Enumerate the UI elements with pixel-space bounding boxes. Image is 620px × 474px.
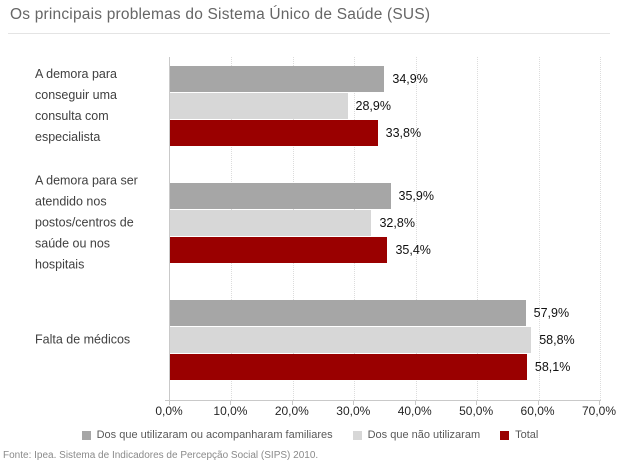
bar-group: 34,9% 28,9% 33,8% [170,66,600,146]
legend-swatch-icon [352,430,362,440]
bar-row: 32,8% [170,210,600,236]
category-axis: A demora para conseguir uma consulta com… [0,57,169,400]
x-tick-label: 40,0% [397,404,432,418]
x-tick-mark [291,400,293,405]
bar [170,210,372,236]
gridline [538,57,540,400]
x-tick-mark [476,400,478,405]
legend-swatch-icon [500,430,510,440]
gridline [600,57,601,400]
bar-row: 58,8% [170,327,600,353]
gridline [415,57,417,400]
x-tick-label: 0,0% [155,404,183,418]
bar-value-label: 28,9% [355,99,391,113]
legend-item: Dos que não utilizaram [352,429,481,441]
bar [170,183,391,209]
category-label: Falta de médicos [35,332,131,347]
bar-value-label: 58,1% [534,360,571,374]
x-axis-labels: 0,0% 10,0% 20,0% 30,0% 40,0% 50,0% 60,0% 70,0% [155,404,616,420]
x-tick-mark [230,400,232,405]
bar-value-label: 35,9% [398,189,434,203]
legend-item: Total [500,429,538,441]
x-tick-label: 10,0% [213,404,248,418]
bar-row: 35,4% [170,237,600,263]
category-label: A demora para conseguir uma consulta com… [35,67,117,144]
legend-label: Dos que não utilizaram [367,429,481,441]
bar-value-label: 32,8% [379,216,415,230]
bar [170,327,532,353]
bar-row: 28,9% [170,93,600,119]
x-tick-label: 50,0% [459,404,494,418]
bar [170,93,348,119]
bar [170,237,388,263]
x-tick-mark [169,400,170,405]
x-tick-mark [353,400,355,405]
legend-label: Dos que utilizaram ou acompanharam famil… [96,429,333,441]
bar-row: 58,1% [170,354,600,380]
bar-value-label: 57,9% [533,306,570,320]
bar-row: 33,8% [170,120,600,146]
x-tick-label: 30,0% [336,404,371,418]
x-tick-mark [414,400,416,405]
bar-value-label: 58,8% [539,333,575,347]
x-tick-label: 60,0% [520,404,555,418]
bar-value-label: 33,8% [385,126,422,140]
plot-area: 34,9% 28,9% 33,8% 35,9% 32,8% 35,4% 57,9% 58,8%… [169,57,601,400]
gridline [477,57,479,400]
bar [170,300,526,326]
legend-swatch-icon [81,430,91,440]
x-axis-line [165,400,601,401]
x-tick-mark [537,400,539,405]
bar-group: 35,9% 32,8% 35,4% [170,183,600,263]
bar-group: 57,9% 58,8% 58,1% [170,300,600,380]
x-tick-mark [599,400,600,405]
source-note: Fonte: Ipea. Sistema de Indicadores de P… [3,450,319,461]
bar-row: 34,9% [170,66,600,92]
bar-row: 57,9% [170,300,600,326]
legend: Dos que utilizaram ou acompanharam famil… [0,429,620,441]
chart-title: Os principais problemas do Sistema Único… [10,6,431,23]
bar-row: 35,9% [170,183,600,209]
bar [170,354,527,380]
bar [170,120,378,146]
title-divider [8,33,610,34]
x-tick-label: 70,0% [581,404,617,418]
x-tick-label: 20,0% [274,404,309,418]
legend-label: Total [515,429,539,441]
category-label: A demora para ser atendido nos postos/ce… [35,173,138,272]
legend-item: Dos que utilizaram ou acompanharam famil… [81,429,333,441]
bar-value-label: 34,9% [392,72,428,86]
bar [170,66,385,92]
bar-value-label: 35,4% [395,243,431,257]
